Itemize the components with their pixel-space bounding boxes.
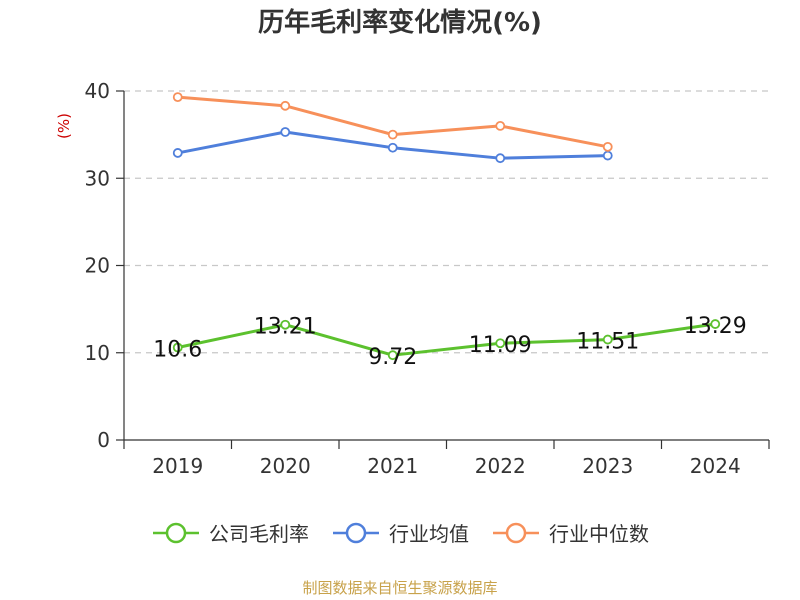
data-label: 11.09 — [469, 333, 532, 358]
y-tick-label: 20 — [85, 254, 110, 278]
data-point — [280, 127, 291, 137]
x-tick-label: 2022 — [475, 454, 526, 478]
data-point — [495, 153, 506, 164]
data-labels: 10.6 13.21 9.72 11.09 11.51 13.29 — [153, 314, 746, 370]
legend-item[interactable]: 行业中位数 — [491, 518, 649, 547]
legend-marker-icon — [493, 522, 539, 543]
legend-item[interactable]: 公司毛利率 — [151, 518, 309, 547]
x-tick-label: 2020 — [260, 454, 311, 478]
legend-label: 行业中位数 — [549, 522, 649, 546]
data-point — [172, 148, 183, 158]
data-point — [387, 350, 398, 361]
series-lines — [172, 92, 721, 361]
x-tick-label: 2021 — [367, 454, 418, 478]
legend-marker-icon — [333, 522, 379, 543]
data-point — [172, 342, 183, 353]
data-point — [602, 334, 613, 345]
data-source-note: 制图数据来自恒生聚源数据库 — [302, 579, 498, 597]
data-point — [172, 92, 183, 103]
data-point — [387, 129, 398, 140]
data-label: 13.29 — [684, 314, 747, 339]
chart-title: 历年毛利率变化情况(%) — [258, 8, 542, 38]
axes: 0 10 20 30 40 2019 2020 2021 2022 2023 2024 (%) — [55, 79, 770, 478]
data-label: 10.6 — [153, 338, 202, 363]
x-tick-label: 2019 — [152, 454, 203, 478]
data-point — [602, 141, 613, 152]
data-point — [495, 121, 506, 131]
y-tick-label: 30 — [85, 166, 110, 190]
gridlines — [124, 90, 769, 354]
y-axis-label: (%) — [55, 113, 73, 139]
data-point — [602, 150, 613, 161]
data-label: 11.51 — [576, 330, 639, 355]
legend-item[interactable]: 行业均值 — [331, 518, 469, 547]
data-point — [280, 319, 291, 330]
series-line-0 — [177, 322, 716, 357]
legend-label: 行业均值 — [389, 522, 469, 546]
legend: 公司毛利率 行业均值 行业中位数 — [0, 518, 800, 547]
data-label: 13.21 — [254, 315, 317, 340]
data-point — [710, 319, 721, 329]
legend-label: 公司毛利率 — [209, 522, 309, 546]
data-point — [387, 142, 398, 153]
data-point — [495, 338, 506, 349]
legend-marker-icon — [153, 522, 199, 543]
x-tick-label: 2023 — [582, 454, 633, 478]
data-point — [280, 100, 291, 111]
x-tick-label: 2024 — [690, 454, 741, 478]
y-tick-label: 10 — [85, 341, 110, 365]
y-tick-label: 0 — [97, 428, 110, 452]
data-label: 9.72 — [368, 345, 417, 370]
y-tick-label: 40 — [85, 79, 110, 103]
